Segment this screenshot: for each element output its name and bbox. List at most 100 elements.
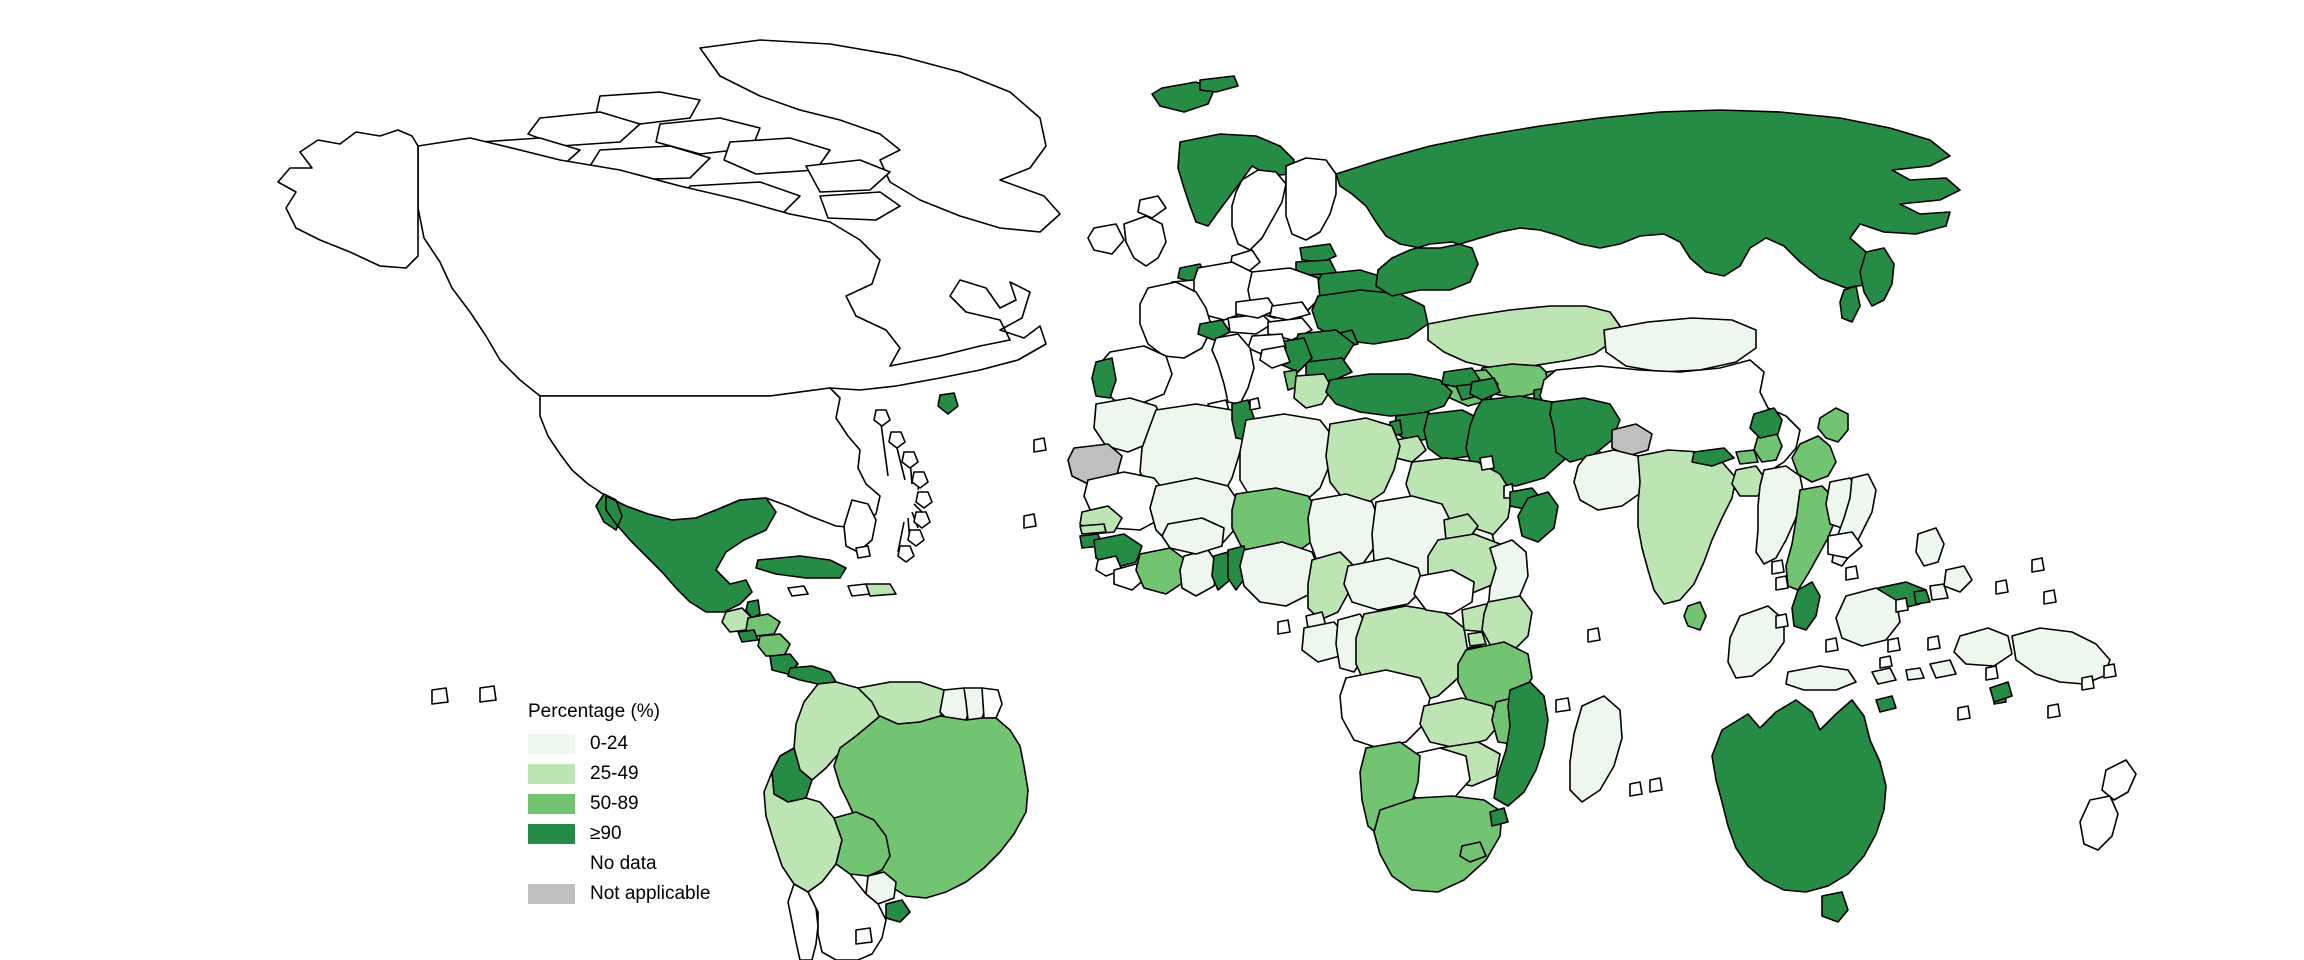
country-uruguay[interactable]: [885, 899, 911, 923]
country-south-sudan[interactable]: [1413, 569, 1475, 615]
legend-row-25-49[interactable]: 25-49: [528, 759, 788, 789]
island-south-atlantic-1[interactable]: [431, 687, 449, 705]
country-greenland[interactable]: [699, 39, 1061, 233]
country-cambodia[interactable]: [1827, 531, 1863, 559]
country-egypt[interactable]: [1325, 417, 1401, 505]
country-united-kingdom[interactable]: [1123, 195, 1167, 267]
country-new-zealand[interactable]: [2079, 759, 2137, 851]
island-mauritius[interactable]: [1649, 777, 1663, 793]
country-pakistan[interactable]: [1573, 449, 1649, 511]
country-indonesia[interactable]: [1727, 587, 2013, 691]
island-pacific-14[interactable]: [2047, 703, 2061, 719]
country-ireland[interactable]: [1087, 223, 1125, 255]
country-philippines[interactable]: [1915, 527, 1973, 601]
island-pacific-3[interactable]: [1845, 565, 1859, 581]
country-canada-arctic-9[interactable]: [805, 159, 891, 193]
island-pacific-2[interactable]: [1775, 575, 1789, 591]
country-ghana[interactable]: [1179, 549, 1219, 597]
island-seychelles[interactable]: [1587, 627, 1601, 643]
legend-row-50-89[interactable]: 50-89: [528, 789, 788, 819]
country-bosnia[interactable]: [1259, 345, 1291, 369]
country-myanmar[interactable]: [1755, 465, 1805, 565]
country-jamaica[interactable]: [787, 585, 809, 597]
island-pacific-16[interactable]: [1957, 705, 1971, 721]
island-south-atlantic-2[interactable]: [479, 685, 497, 703]
country-rwanda[interactable]: [1467, 631, 1487, 647]
country-central-african-republic[interactable]: [1343, 557, 1425, 611]
island-pacific-10[interactable]: [1825, 637, 1839, 653]
country-alaska[interactable]: [277, 129, 419, 269]
island-pacific-17[interactable]: [1879, 655, 1893, 669]
island-antilles-4[interactable]: [911, 471, 929, 489]
island-pacific-1[interactable]: [1771, 559, 1785, 575]
country-iceland[interactable]: [1151, 81, 1215, 113]
island-antilles-5[interactable]: [915, 491, 933, 509]
island-pacific-15[interactable]: [2103, 663, 2117, 679]
country-kazakhstan[interactable]: [1427, 305, 1621, 369]
legend-row-90-plus[interactable]: ≥90: [528, 819, 788, 849]
country-slovakia[interactable]: [1269, 301, 1311, 321]
island-malta[interactable]: [1249, 397, 1261, 411]
country-cote-divoire[interactable]: [1135, 547, 1187, 595]
country-bhutan[interactable]: [1735, 449, 1759, 465]
island-antilles-1[interactable]: [873, 409, 891, 427]
country-south-africa[interactable]: [1373, 795, 1503, 893]
country-angola[interactable]: [1339, 669, 1431, 749]
island-antilles-7[interactable]: [907, 529, 925, 547]
country-canada-arctic-2[interactable]: [527, 111, 641, 147]
island-pacific-5[interactable]: [1895, 597, 1909, 613]
country-kuwait[interactable]: [1479, 455, 1495, 471]
island-antilles-6[interactable]: [913, 511, 931, 529]
country-azerbaijan[interactable]: [1469, 377, 1501, 401]
country-brunei[interactable]: [1913, 589, 1931, 605]
country-french-guiana[interactable]: [981, 687, 1003, 719]
country-turkey[interactable]: [1325, 373, 1453, 417]
country-el-salvador[interactable]: [737, 629, 759, 643]
country-portugal[interactable]: [1091, 357, 1117, 399]
country-dprk[interactable]: [1749, 407, 1783, 439]
country-iceland-2[interactable]: [1199, 75, 1239, 93]
country-dominican-republic[interactable]: [865, 583, 897, 597]
country-switzerland[interactable]: [1197, 319, 1231, 341]
island-pacific-9[interactable]: [1995, 579, 2009, 595]
country-estonia[interactable]: [1299, 243, 1337, 263]
country-sakhalin[interactable]: [1839, 285, 1861, 323]
legend-row-not-applicable[interactable]: Not applicable: [528, 879, 788, 909]
country-eritrea[interactable]: [1443, 513, 1479, 541]
island-comoros[interactable]: [1555, 697, 1571, 713]
country-burkina-faso[interactable]: [1161, 517, 1225, 555]
country-czechia[interactable]: [1235, 297, 1277, 319]
country-france[interactable]: [1139, 281, 1213, 359]
country-mozambique[interactable]: [1493, 681, 1549, 807]
island-cape-verde[interactable]: [1023, 513, 1037, 529]
country-bolivia[interactable]: [833, 811, 891, 877]
country-russian-federation[interactable]: [1335, 109, 1961, 297]
island-falklands[interactable]: [855, 927, 873, 945]
country-cuba[interactable]: [755, 555, 847, 579]
island-fiji[interactable]: [2081, 675, 2095, 691]
island-antilles-2[interactable]: [888, 431, 906, 449]
country-gambia[interactable]: [1079, 523, 1107, 535]
country-sri-lanka[interactable]: [1683, 601, 1707, 631]
country-timor-leste[interactable]: [1875, 695, 1897, 713]
country-finland[interactable]: [1285, 157, 1337, 241]
legend-row-0-24[interactable]: 0-24: [528, 729, 788, 759]
country-canada-arctic-10[interactable]: [819, 191, 901, 221]
country-australia[interactable]: [1711, 699, 1887, 893]
country-libya[interactable]: [1239, 413, 1335, 509]
country-jammu-kashmir[interactable]: [1611, 423, 1653, 457]
island-antilles-8[interactable]: [897, 545, 915, 563]
country-eswatini[interactable]: [1489, 807, 1509, 827]
country-sweden[interactable]: [1231, 169, 1287, 251]
country-nepal[interactable]: [1691, 447, 1735, 467]
country-nigeria[interactable]: [1239, 541, 1321, 607]
island-new-caledonia[interactable]: [1989, 681, 2013, 703]
country-mexico[interactable]: [595, 493, 777, 613]
island-pacific-4[interactable]: [2031, 557, 2045, 573]
island-pacific-7[interactable]: [1887, 637, 1901, 653]
country-madagascar[interactable]: [1569, 695, 1623, 803]
island-sao-tome[interactable]: [1277, 619, 1291, 635]
country-oman[interactable]: [1517, 491, 1559, 543]
island-pacific-11[interactable]: [1927, 635, 1941, 651]
island-reunion[interactable]: [1629, 781, 1643, 797]
